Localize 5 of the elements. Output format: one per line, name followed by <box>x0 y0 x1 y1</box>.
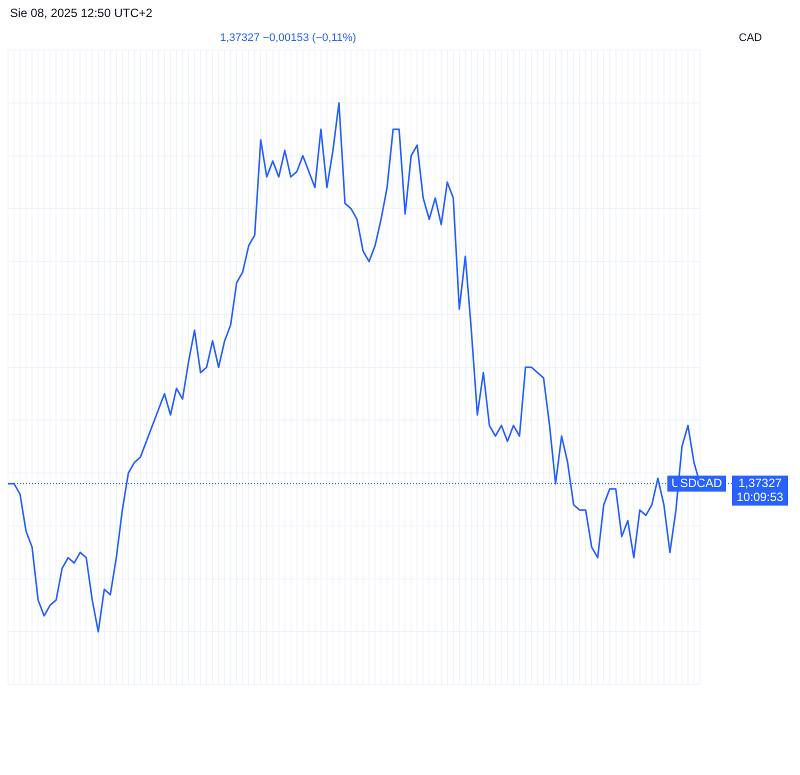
text: 1,37327 −0,00153 (−0,11%) <box>220 32 356 44</box>
text: 10:09:53 <box>736 490 784 504</box>
text: Sie 08, 2025 12:50 UTC+2 <box>10 6 152 20</box>
ref-line-label: 1,37327 <box>738 476 782 490</box>
text: CAD <box>738 32 762 44</box>
